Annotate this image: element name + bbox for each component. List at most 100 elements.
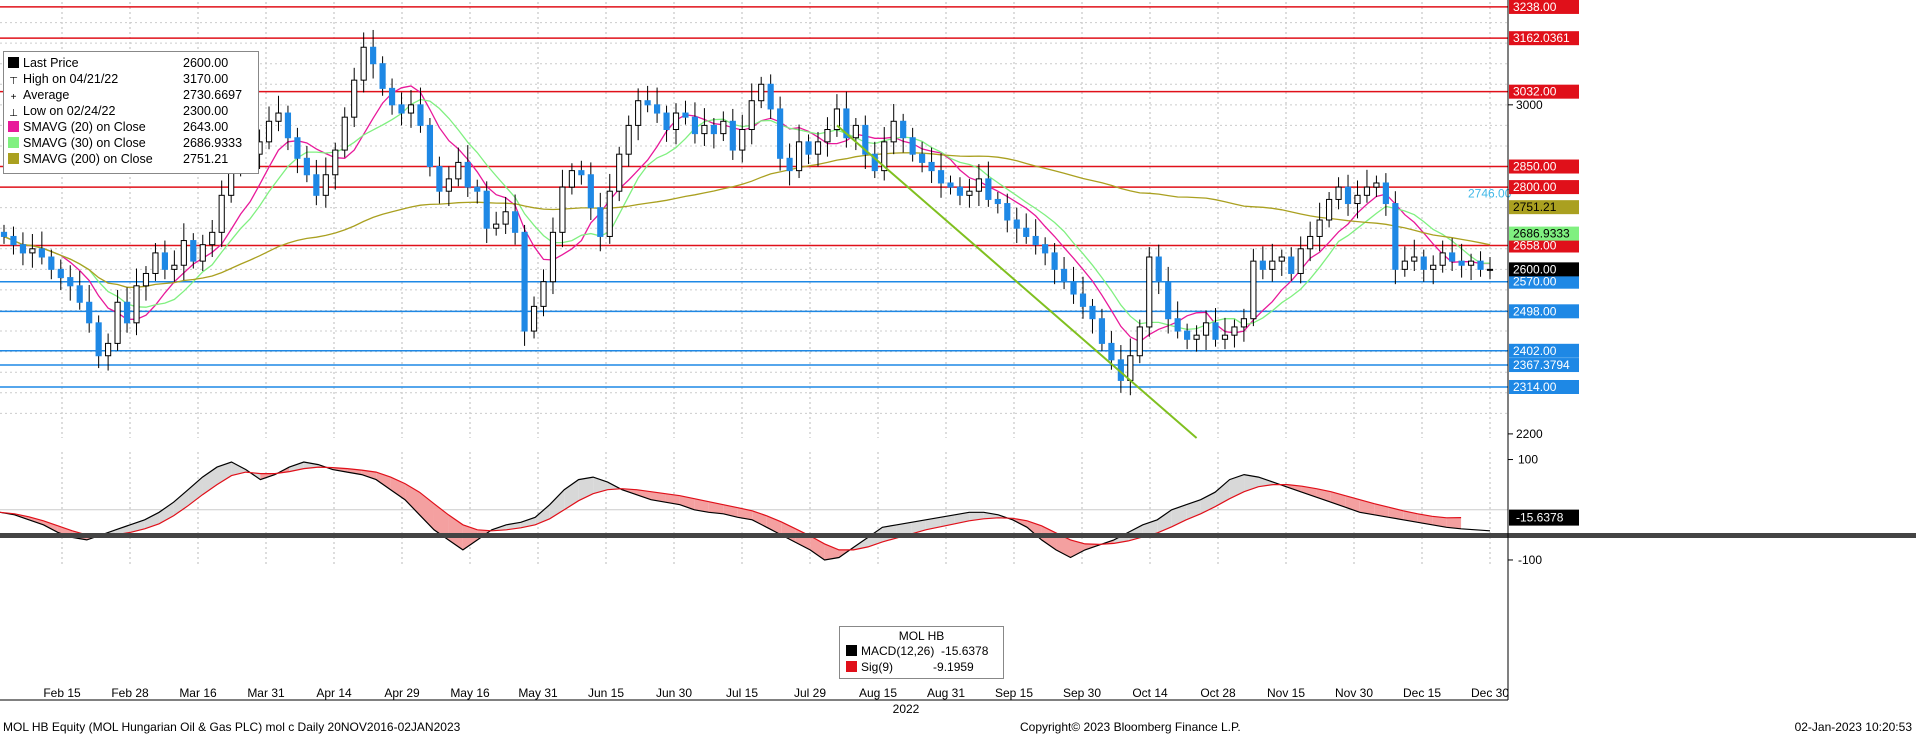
candle-body xyxy=(1439,252,1446,266)
legend-label: Low on 02/24/22 xyxy=(23,104,116,118)
macd-value-box xyxy=(1509,509,1579,526)
candle-body xyxy=(190,240,197,262)
candle-body xyxy=(663,112,670,131)
macd-fill xyxy=(390,477,406,500)
x-tick-label: Jul 29 xyxy=(794,686,826,700)
x-tick-label: Dec 15 xyxy=(1403,686,1441,700)
candle-body xyxy=(1430,264,1437,270)
candle-body xyxy=(294,137,301,159)
candle-body xyxy=(1316,219,1323,237)
footer-timestamp: 02-Jan-2023 10:20:53 xyxy=(1794,720,1912,734)
candle-body xyxy=(1193,334,1200,340)
legend-value: 2730.6697 xyxy=(183,88,243,102)
x-tick-label: Sep 15 xyxy=(995,686,1033,700)
x-tick-label: Nov 30 xyxy=(1335,686,1373,700)
candle-body xyxy=(739,129,746,151)
signal-swatch xyxy=(846,661,857,672)
legend-sma200: SMAVG (200) on Close 2751.21 xyxy=(8,152,228,167)
average-marker-icon: + xyxy=(10,92,17,103)
candle-body xyxy=(720,120,727,135)
level-label-box xyxy=(1509,84,1579,99)
level-label: 2314.00 xyxy=(1513,380,1557,394)
candle-body xyxy=(767,83,774,110)
candle-body xyxy=(284,112,292,139)
macd-y-tick-label: -100 xyxy=(1518,553,1542,567)
level-label-box xyxy=(1509,304,1579,319)
macd-swatch xyxy=(846,645,857,656)
macd-y-tick-label: 100 xyxy=(1518,453,1538,467)
candle-body xyxy=(635,100,642,126)
candle-body xyxy=(682,112,689,118)
candle-body xyxy=(67,277,74,287)
price-legend: Last Price 2600.00 ⊤ High on 04/21/22 3170.… xyxy=(3,51,259,174)
candle-body xyxy=(1231,326,1238,336)
macd-legend-row: MACD(12,26) -15.6378 xyxy=(846,644,988,658)
x-tick-label: Apr 14 xyxy=(316,686,352,700)
legend-label: SMAVG (20) on Close xyxy=(23,120,146,134)
candle-body xyxy=(1146,256,1153,328)
macd-fill xyxy=(1359,499,1375,515)
candle-body xyxy=(1288,256,1295,274)
candle-body xyxy=(445,178,452,192)
level-label-box xyxy=(1509,343,1579,358)
trendline-label: 2746.00 xyxy=(1468,186,1512,200)
macd-fill xyxy=(419,492,434,530)
panel-separator xyxy=(0,533,1916,538)
candle-body xyxy=(464,161,471,188)
candle-body xyxy=(322,174,329,196)
candle-body xyxy=(10,235,17,246)
candle-body xyxy=(265,120,273,143)
macd-fill xyxy=(636,489,651,500)
macd-fill xyxy=(28,516,44,525)
candle-body xyxy=(928,161,935,172)
high-marker-icon: ⊤ xyxy=(9,76,18,87)
candle-body xyxy=(1127,355,1134,381)
macd-fill xyxy=(1417,513,1433,525)
x-tick-label: May 31 xyxy=(518,686,558,700)
candle-body xyxy=(871,153,878,172)
candle-body xyxy=(76,285,83,303)
value-label-box xyxy=(1509,226,1579,241)
level-label: 3162.0361 xyxy=(1513,31,1570,45)
candle-body xyxy=(975,178,982,192)
candle-body xyxy=(426,124,434,168)
macd-fill xyxy=(1432,516,1447,528)
candle-body xyxy=(474,186,481,192)
candle-body xyxy=(786,157,793,172)
candle-body xyxy=(1004,203,1011,221)
x-tick-label: Apr 29 xyxy=(384,686,420,700)
candle-body xyxy=(133,285,140,324)
candle-body xyxy=(1023,227,1030,237)
legend-label: SMAVG (30) on Close xyxy=(23,136,146,150)
candle-body xyxy=(521,231,528,332)
sma200-swatch xyxy=(8,153,19,164)
candle-body xyxy=(1344,186,1352,205)
candle-body xyxy=(758,83,765,102)
candle-body xyxy=(1013,219,1020,229)
candle-body xyxy=(710,124,717,135)
candle-body xyxy=(625,124,632,155)
candle-body xyxy=(653,104,661,114)
macd-fill xyxy=(1287,484,1302,493)
candle-body xyxy=(966,190,973,196)
candle-body xyxy=(1401,260,1408,270)
macd-fill xyxy=(665,493,680,505)
candle-body xyxy=(1184,330,1191,340)
y-tick-label: 3000 xyxy=(1516,98,1543,112)
macd-legend: MOL HB MACD(12,26) -15.6378 Sig(9) -9.19… xyxy=(839,626,1004,679)
level-label: 3032.00 xyxy=(1513,85,1557,99)
candle-body xyxy=(616,153,623,192)
candle-body xyxy=(644,100,651,106)
level-label-box xyxy=(1509,31,1579,46)
x-tick-label: Mar 31 xyxy=(247,686,285,700)
macd-fill xyxy=(1446,517,1462,529)
candle-body xyxy=(748,100,755,131)
candle-body xyxy=(1155,256,1162,283)
candle-body xyxy=(814,141,822,155)
candle-body xyxy=(351,79,358,118)
candle-body xyxy=(1060,268,1068,283)
candle-body xyxy=(407,104,415,114)
candle-body xyxy=(1326,198,1333,221)
macd-fill xyxy=(737,507,753,520)
candle-body xyxy=(956,186,964,196)
